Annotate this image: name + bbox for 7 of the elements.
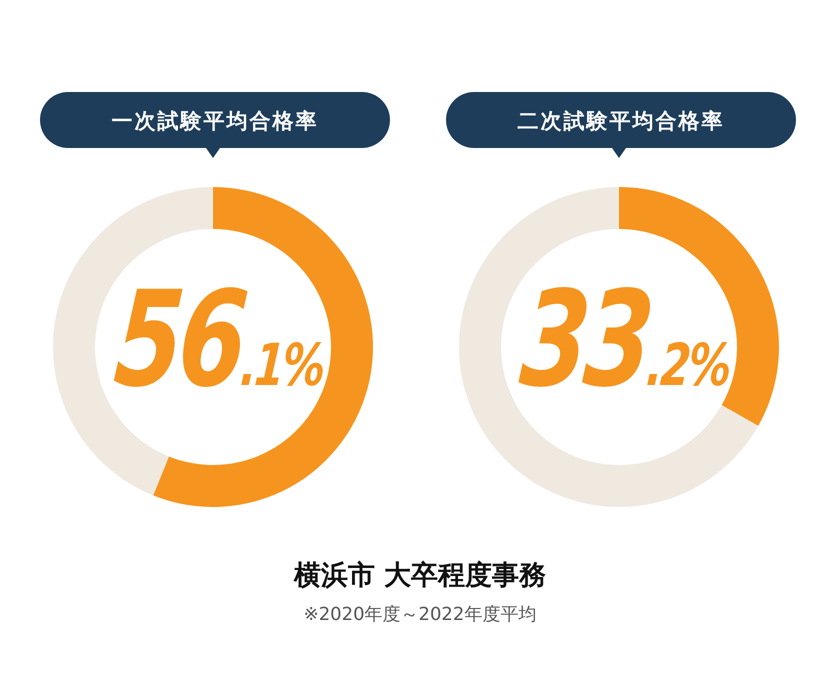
text: 横浜市 大卒程度事務 bbox=[292, 560, 546, 591]
data-label: 33.2% bbox=[516, 264, 732, 417]
chart-title: 二次試験平均合格率 bbox=[518, 109, 724, 133]
text: ※2020年度～2022年度平均 bbox=[304, 604, 536, 625]
chart-title: 一次試験平均合格率 bbox=[112, 109, 318, 133]
donut-slice bbox=[459, 187, 758, 507]
data-label: 56.1% bbox=[110, 264, 326, 417]
